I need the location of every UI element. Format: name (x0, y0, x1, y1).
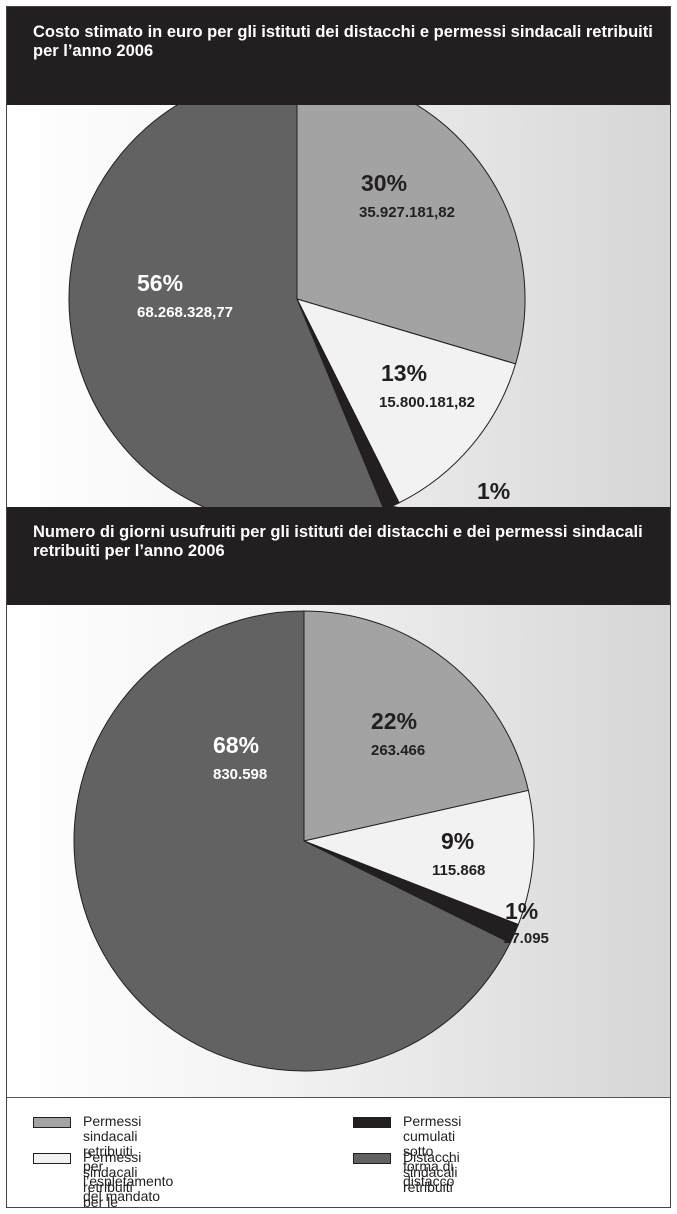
percent-label-cumulati: 1% (477, 478, 510, 504)
cost-pie-chart: 30%35.927.181,8213%15.800.181,821%1.405.… (68, 105, 526, 507)
days-pie-chart: 22% 263.466 9% 115.868 1% 17.095 68% 830.598 (73, 610, 549, 1072)
cost-chart-title: Costo stimato in euro per gli istituti d… (33, 23, 653, 60)
days-chart-header: Numero di giorni usufruiti per gli istit… (7, 507, 670, 605)
percent-label-riunioni: 13% (381, 360, 427, 386)
legend-label-riunioni: Permessi sindacali retribuiti per le riu… (83, 1149, 142, 1208)
percent-label-mandato: 22% (371, 708, 417, 734)
pie-slice-cumulati (296, 298, 400, 507)
percent-label-riunioni: 9% (441, 828, 474, 854)
value-label-distacchi: 68.268.328,77 (137, 304, 233, 321)
percent-label-mandato: 30% (361, 170, 407, 196)
cost-chart-area: 30%35.927.181,8213%15.800.181,821%1.405.… (7, 105, 670, 507)
pie-slice-riunioni (302, 789, 535, 926)
percent-label-distacchi: 56% (137, 270, 183, 296)
pie-slice-distacchi (73, 610, 511, 1072)
days-chart-panel: Numero di giorni usufruiti per gli istit… (7, 507, 670, 1097)
value-label-mandato: 263.466 (371, 742, 425, 759)
legend-label-mandato: Permessi sindacali retribuiti per l’espl… (83, 1113, 174, 1204)
pie-slice-riunioni (296, 298, 517, 504)
figure-frame: Costo stimato in euro per gli istituti d… (6, 6, 671, 1208)
value-label-cumulati: 17.095 (503, 930, 549, 947)
legend-swatch-distacchi (353, 1153, 391, 1164)
cost-chart-header: Costo stimato in euro per gli istituti d… (7, 7, 670, 105)
legend-label-cumulati: Permessi cumulati sotto forma di distacc… (403, 1113, 462, 1189)
value-label-mandato: 35.927.181,82 (359, 204, 455, 221)
legend-swatch-riunioni (33, 1153, 71, 1164)
leader-line-cumulati (500, 933, 515, 940)
legend-label-distacchi: Distacchi sindacali retribuiti (403, 1149, 460, 1195)
legend-swatch-mandato (33, 1117, 71, 1128)
percent-label-distacchi: 68% (213, 732, 259, 758)
value-label-riunioni: 115.868 (432, 862, 485, 879)
days-chart-area: 22% 263.466 9% 115.868 1% 17.095 68% 830.598 (7, 605, 670, 1097)
legend-swatch-cumulati (353, 1117, 391, 1128)
cost-chart-panel: Costo stimato in euro per gli istituti d… (7, 7, 670, 507)
pie-slice-distacchi (68, 105, 384, 507)
percent-label-cumulati: 1% (505, 898, 538, 924)
days-chart-title: Numero di giorni usufruiti per gli istit… (33, 523, 643, 560)
pie-slice-mandato (303, 610, 529, 842)
legend: Permessi sindacali retribuiti per l’espl… (7, 1097, 670, 1208)
value-label-distacchi: 830.598 (213, 766, 267, 783)
value-label-riunioni: 15.800.181,82 (379, 394, 475, 411)
pie-slice-mandato (296, 105, 526, 365)
